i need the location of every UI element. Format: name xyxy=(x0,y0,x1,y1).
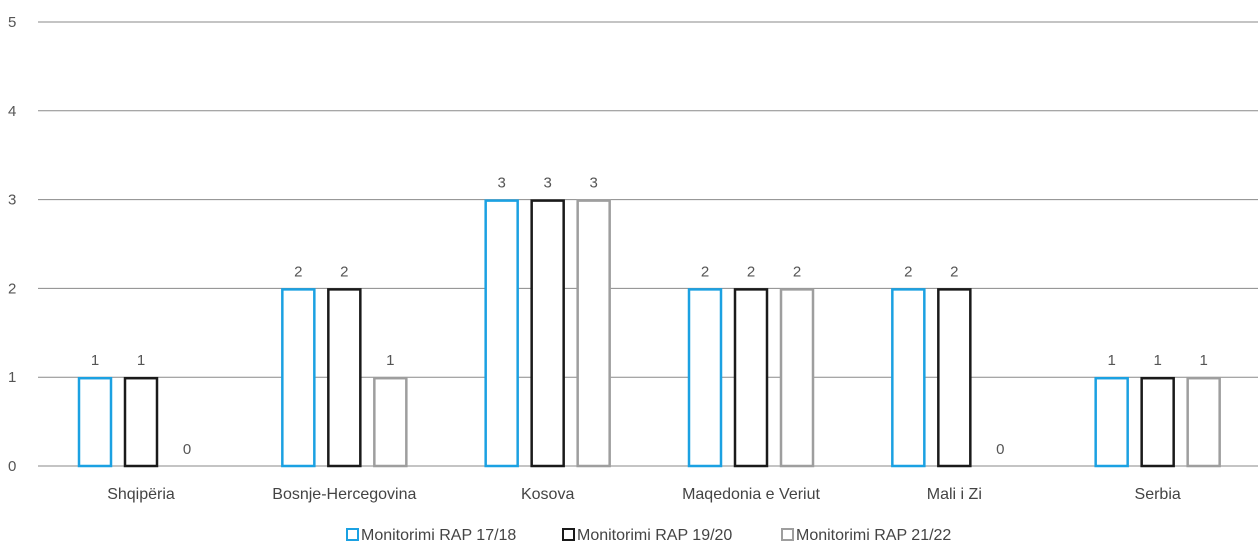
legend-swatch-series-2 xyxy=(562,528,575,541)
bar-bosnje-hercegovina-series-2 xyxy=(327,288,362,468)
category-label-serbia: Serbia xyxy=(1135,486,1181,503)
data-label-bosnje-hercegovina-series-3: 1 xyxy=(386,352,394,369)
data-label-maqedonia-e-veriut-series-2: 2 xyxy=(747,263,755,280)
bar-bosnje-hercegovina-series-1 xyxy=(281,288,316,468)
category-label-maqedonia-e-veriut: Maqedonia e Veriut xyxy=(682,486,820,503)
legend-label-series-2: Monitorimi RAP 19/20 xyxy=(577,527,732,542)
bar-serbia-series-3 xyxy=(1186,376,1221,468)
y-tick-label-4: 4 xyxy=(8,103,16,120)
data-label-serbia-series-3: 1 xyxy=(1199,352,1207,369)
y-tick-label-3: 3 xyxy=(8,192,16,209)
data-label-serbia-series-2: 1 xyxy=(1153,352,1161,369)
category-label-mali-i-zi: Mali i Zi xyxy=(927,486,982,503)
data-label-kosova-series-2: 3 xyxy=(543,175,551,192)
category-label-shqiperia: Shqipëria xyxy=(107,486,175,503)
data-label-maqedonia-e-veriut-series-1: 2 xyxy=(701,263,709,280)
gridlines xyxy=(38,21,1258,467)
data-label-mali-i-zi-series-2: 2 xyxy=(950,263,958,280)
bar-maqedonia-e-veriut-series-2 xyxy=(733,288,769,468)
legend-swatch-series-1 xyxy=(346,528,359,541)
bar-maqedonia-e-veriut-series-3 xyxy=(779,288,815,468)
data-label-serbia-series-1: 1 xyxy=(1107,352,1115,369)
legend-label-series-1: Monitorimi RAP 17/18 xyxy=(361,527,516,542)
legend: Monitorimi RAP 17/18 Monitorimi RAP 19/20… xyxy=(346,527,951,544)
data-label-shqiperia-series-2: 1 xyxy=(137,352,145,369)
data-label-shqiperia-series-1: 1 xyxy=(91,352,99,369)
data-label-shqiperia-series-3: 0 xyxy=(183,441,191,458)
legend-label-series-3: Monitorimi RAP 21/22 xyxy=(796,527,951,542)
y-tick-label-1: 1 xyxy=(8,369,16,386)
bars xyxy=(77,199,1221,468)
bar-kosova-series-1 xyxy=(484,199,519,468)
category-label-kosova: Kosova xyxy=(521,486,574,503)
data-label-mali-i-zi-series-1: 2 xyxy=(904,263,912,280)
y-tick-label-0: 0 xyxy=(8,458,16,475)
bar-maqedonia-e-veriut-series-1 xyxy=(687,288,723,468)
data-label-bosnje-hercegovina-series-2: 2 xyxy=(340,263,348,280)
bar-shqiperia-series-1 xyxy=(77,376,113,468)
bar-mali-i-zi-series-1 xyxy=(891,288,926,468)
data-label-mali-i-zi-series-3: 0 xyxy=(996,441,1004,458)
bar-bosnje-hercegovina-series-3 xyxy=(373,376,408,468)
x-axis-categories: Shqipëria Bosnje-Hercegovina Kosova Maqedon… xyxy=(107,486,1181,503)
bar-mali-i-zi-series-2 xyxy=(937,288,972,468)
legend-swatch-series-3 xyxy=(781,528,794,541)
y-axis-ticks: 0 1 2 3 4 5 xyxy=(8,14,16,475)
y-tick-label-2: 2 xyxy=(8,280,16,297)
bar-kosova-series-2 xyxy=(530,199,565,468)
y-tick-label-5: 5 xyxy=(8,14,16,31)
data-label-bosnje-hercegovina-series-1: 2 xyxy=(294,263,302,280)
data-label-maqedonia-e-veriut-series-3: 2 xyxy=(793,263,801,280)
data-label-kosova-series-1: 3 xyxy=(497,175,505,192)
bar-serbia-series-1 xyxy=(1094,376,1129,468)
bar-serbia-series-2 xyxy=(1140,376,1175,468)
bar-kosova-series-3 xyxy=(576,199,611,468)
bar-shqiperia-series-2 xyxy=(123,376,159,468)
data-labels: 1 1 0 2 2 1 3 3 3 2 2 2 2 2 0 1 1 1 xyxy=(91,175,1208,458)
data-label-kosova-series-3: 3 xyxy=(589,175,597,192)
category-label-bosnje-hercegovina: Bosnje-Hercegovina xyxy=(272,486,416,503)
